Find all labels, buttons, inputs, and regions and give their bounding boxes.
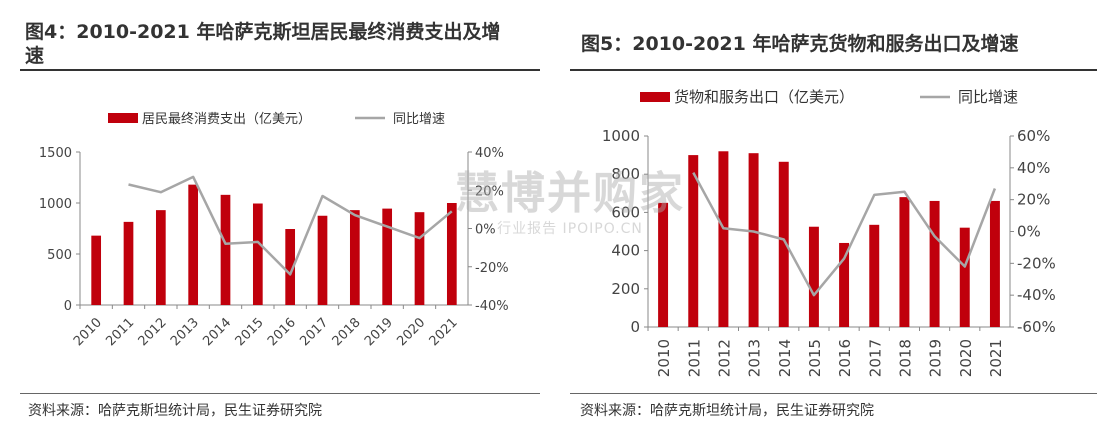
- right-bar: [718, 151, 729, 327]
- left-bar: [382, 208, 393, 305]
- right-left-tick-label: 200: [611, 280, 640, 298]
- right-right-tick-label: -60%: [1017, 318, 1056, 336]
- right-source: 资料来源：哈萨克斯坦统计局，民生证券研究院: [580, 403, 874, 419]
- right-left-tick-label: 800: [611, 165, 640, 183]
- left-legend-bar-label: 居民最终消费支出（亿美元）: [142, 111, 311, 127]
- right-x-tick-label: 2019: [927, 339, 945, 377]
- left-panel: 图4：2010-2021 年哈萨克斯坦居民最终消费支出及增 速 居民最终消费支出…: [0, 0, 545, 426]
- left-bar: [188, 184, 199, 305]
- left-x-tick-label: 2021: [427, 315, 461, 349]
- right-legend-line-label: 同比增速: [958, 88, 1018, 106]
- right-x-tick-label: 2016: [836, 339, 854, 377]
- left-bar: [414, 212, 425, 305]
- right-left-tick-label: 600: [611, 203, 640, 221]
- left-chart: 居民最终消费支出（亿美元） 同比增速 0 500 1000 1500 -40% -20% 0% 2…: [39, 111, 509, 349]
- right-x-tick-label: 2021: [987, 339, 1005, 377]
- right-legend-bar-label: 货物和服务出口（亿美元）: [674, 88, 854, 106]
- right-right-tick-label: -40%: [1017, 286, 1056, 304]
- left-right-tick-label: -20%: [475, 261, 509, 276]
- right-bar: [899, 197, 910, 327]
- right-bar: [959, 227, 970, 327]
- left-x-tick-label: 2012: [136, 315, 170, 349]
- right-chart: 货物和服务出口（亿美元） 同比增速 0 200 400 600 800 1000 -60% -40…: [602, 88, 1056, 377]
- left-right-tick-label: 0%: [475, 223, 496, 238]
- left-title-rule: [20, 69, 540, 71]
- right-x-tick-label: 2013: [746, 339, 764, 377]
- left-bar: [123, 221, 134, 305]
- left-x-tick-label: 2019: [362, 315, 396, 349]
- right-bar: [808, 226, 819, 327]
- right-right-tick-label: 60%: [1017, 127, 1050, 145]
- right-bar: [989, 200, 1000, 327]
- left-left-tick-label: 1000: [39, 197, 72, 212]
- right-growth-line: [692, 172, 997, 297]
- left-x-tick-label: 2013: [168, 315, 202, 349]
- right-right-tick-label: 0%: [1017, 223, 1041, 241]
- right-x-tick-label: 2015: [806, 339, 824, 377]
- left-bar: [317, 215, 328, 305]
- left-title-line1: 图4：2010-2021 年哈萨克斯坦居民最终消费支出及增: [25, 21, 501, 43]
- right-x-tick-label: 2017: [866, 339, 884, 377]
- left-left-tick-label: 0: [64, 299, 72, 314]
- left-x-tick-label: 2011: [103, 315, 137, 349]
- left-bar: [446, 203, 457, 305]
- left-x-tick-label: 2014: [200, 315, 234, 349]
- right-title: 图5：2010-2021 年哈萨克货物和服务出口及增速: [581, 33, 1019, 55]
- left-x-tick-label: 2015: [233, 315, 267, 349]
- right-right-tick-label: -20%: [1017, 254, 1056, 272]
- right-title-rule: [570, 69, 1097, 71]
- left-source: 资料来源：哈萨克斯坦统计局，民生证券研究院: [28, 403, 322, 419]
- left-right-tick-label: -40%: [475, 299, 509, 314]
- right-left-tick-label: 400: [611, 242, 640, 260]
- watermark-main: 慧博并购家: [455, 168, 685, 219]
- right-x-tick-label: 2020: [957, 339, 975, 377]
- right-bar: [869, 224, 880, 327]
- right-bar: [658, 202, 669, 327]
- right-bar: [929, 200, 940, 327]
- left-right-tick-label: 20%: [475, 184, 504, 199]
- left-bar: [252, 203, 263, 305]
- left-bar: [155, 210, 166, 305]
- right-x-tick-label: 2011: [685, 339, 703, 377]
- left-legend-line-label: 同比增速: [393, 112, 445, 127]
- right-x-tick-label: 2018: [896, 339, 914, 377]
- left-growth-line: [128, 175, 453, 276]
- left-bar: [91, 235, 102, 305]
- right-x-tick-label: 2010: [655, 339, 673, 377]
- watermark-sub: 行业报告 IPOIPO.CN: [497, 221, 643, 237]
- left-x-tick-label: 2010: [71, 315, 105, 349]
- left-right-tick-label: 40%: [475, 146, 504, 161]
- left-bar: [220, 194, 231, 305]
- left-left-tick-label: 500: [47, 248, 72, 263]
- left-source-rule: [20, 393, 540, 394]
- right-legend-bar-swatch: [640, 92, 670, 102]
- right-x-tick-label: 2014: [776, 339, 794, 377]
- left-legend-bar-swatch: [108, 113, 138, 123]
- left-bar: [285, 229, 296, 305]
- left-x-tick-label: 2018: [330, 315, 364, 349]
- left-left-tick-label: 1500: [39, 146, 72, 161]
- right-x-tick-label: 2012: [715, 339, 733, 377]
- right-right-tick-label: 20%: [1017, 191, 1050, 209]
- right-bar: [778, 161, 789, 327]
- right-source-rule: [570, 393, 1097, 394]
- right-left-tick-label: 1000: [602, 127, 640, 145]
- right-bar: [688, 155, 699, 327]
- right-left-tick-label: 0: [630, 318, 640, 336]
- left-title-line2: 速: [25, 45, 45, 67]
- right-bar: [748, 153, 759, 327]
- right-bar: [839, 242, 850, 327]
- left-x-tick-label: 2017: [297, 315, 331, 349]
- watermark: 慧博并购家 行业报告 IPOIPO.CN: [455, 170, 685, 250]
- left-bar: [349, 210, 360, 305]
- left-x-tick-label: 2016: [265, 315, 299, 349]
- right-right-tick-label: 40%: [1017, 159, 1050, 177]
- left-x-tick-label: 2020: [394, 315, 428, 349]
- right-panel: 图5：2010-2021 年哈萨克货物和服务出口及增速 货物和服务出口（亿美元）…: [565, 0, 1102, 426]
